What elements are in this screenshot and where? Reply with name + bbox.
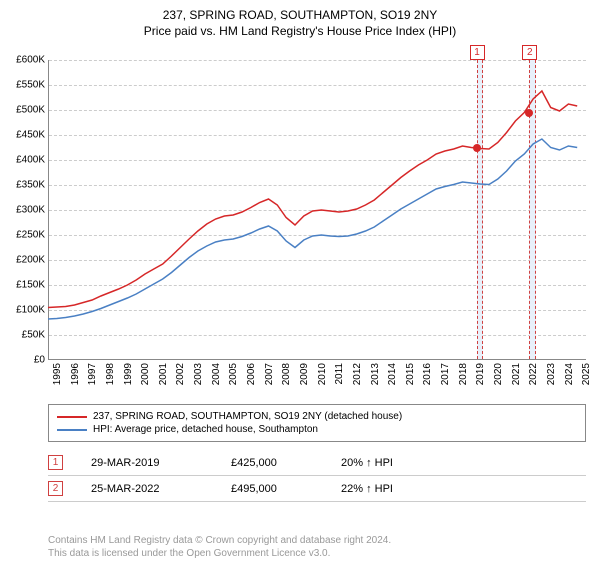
x-axis-label: 2018 [458, 363, 469, 385]
transaction-delta: 22% ↑ HPI [341, 483, 393, 495]
transaction-row: 1 29-MAR-2019£425,00020% ↑ HPI [48, 450, 586, 476]
chart-lines [48, 60, 586, 360]
legend: 237, SPRING ROAD, SOUTHAMPTON, SO19 2NY … [48, 404, 586, 442]
legend-label: HPI: Average price, detached house, Sout… [93, 424, 318, 435]
x-axis-label: 1995 [52, 363, 63, 385]
x-axis-label: 2005 [228, 363, 239, 385]
y-axis-label: £250K [16, 230, 45, 241]
transaction-price: £425,000 [231, 457, 341, 469]
x-axis-label: 1997 [87, 363, 98, 385]
x-axis-label: 2015 [405, 363, 416, 385]
legend-swatch [57, 416, 87, 418]
y-axis-label: £150K [16, 280, 45, 291]
x-axis-label: 2024 [564, 363, 575, 385]
x-axis-label: 2021 [511, 363, 522, 385]
y-axis-label: £200K [16, 255, 45, 266]
series-line [48, 91, 577, 308]
x-axis-label: 2010 [317, 363, 328, 385]
x-axis-label: 1998 [105, 363, 116, 385]
series-line [48, 139, 577, 319]
chart-container: 237, SPRING ROAD, SOUTHAMPTON, SO19 2NY … [0, 8, 600, 568]
x-axis-label: 2002 [175, 363, 186, 385]
x-axis-label: 2019 [475, 363, 486, 385]
x-axis-label: 2016 [422, 363, 433, 385]
chart-subtitle: Price paid vs. HM Land Registry's House … [0, 24, 600, 38]
legend-swatch [57, 429, 87, 431]
y-axis-label: £600K [16, 55, 45, 66]
transaction-date: 29-MAR-2019 [91, 457, 231, 469]
transaction-price: £495,000 [231, 483, 341, 495]
x-axis-label: 2023 [546, 363, 557, 385]
y-axis-label: £50K [22, 330, 45, 341]
y-axis-label: £350K [16, 180, 45, 191]
legend-item: 237, SPRING ROAD, SOUTHAMPTON, SO19 2NY … [57, 411, 577, 422]
x-axis-label: 2006 [246, 363, 257, 385]
x-axis-label: 2017 [440, 363, 451, 385]
transaction-date: 25-MAR-2022 [91, 483, 231, 495]
y-axis-label: £500K [16, 105, 45, 116]
x-axis-label: 2004 [211, 363, 222, 385]
transaction-row: 2 25-MAR-2022£495,00022% ↑ HPI [48, 476, 586, 502]
x-axis-label: 2009 [299, 363, 310, 385]
y-axis-label: £450K [16, 130, 45, 141]
transaction-marker-label: 2 [522, 45, 537, 60]
x-axis-label: 2001 [158, 363, 169, 385]
x-axis-label: 2022 [528, 363, 539, 385]
chart-title: 237, SPRING ROAD, SOUTHAMPTON, SO19 2NY [0, 8, 600, 22]
transaction-table: 1 29-MAR-2019£425,00020% ↑ HPI 2 25-MAR-202… [48, 450, 586, 502]
transaction-marker-label: 1 [470, 45, 485, 60]
transaction-number: 1 [48, 455, 63, 470]
x-axis-label: 2008 [281, 363, 292, 385]
x-axis-label: 1996 [70, 363, 81, 385]
x-axis-label: 2025 [581, 363, 592, 385]
footer-line1: Contains HM Land Registry data © Crown c… [48, 534, 586, 547]
chart-area: £0£50K£100K£150K£200K£250K£300K£350K£400… [48, 60, 586, 360]
x-axis-label: 2013 [370, 363, 381, 385]
transaction-delta: 20% ↑ HPI [341, 457, 393, 469]
y-axis-label: £100K [16, 305, 45, 316]
y-axis-label: £300K [16, 205, 45, 216]
x-axis-label: 2011 [334, 363, 345, 385]
footer-line2: This data is licensed under the Open Gov… [48, 547, 586, 560]
y-axis-label: £0 [34, 355, 45, 366]
transaction-number: 2 [48, 481, 63, 496]
y-axis-label: £550K [16, 80, 45, 91]
x-axis-label: 1999 [123, 363, 134, 385]
y-axis-label: £400K [16, 155, 45, 166]
footer-attribution: Contains HM Land Registry data © Crown c… [48, 534, 586, 560]
legend-item: HPI: Average price, detached house, Sout… [57, 424, 577, 435]
x-axis-label: 2007 [264, 363, 275, 385]
x-axis-label: 2020 [493, 363, 504, 385]
x-axis-label: 2003 [193, 363, 204, 385]
x-axis-label: 2012 [352, 363, 363, 385]
x-axis-label: 2000 [140, 363, 151, 385]
x-axis-label: 2014 [387, 363, 398, 385]
legend-label: 237, SPRING ROAD, SOUTHAMPTON, SO19 2NY … [93, 411, 402, 422]
